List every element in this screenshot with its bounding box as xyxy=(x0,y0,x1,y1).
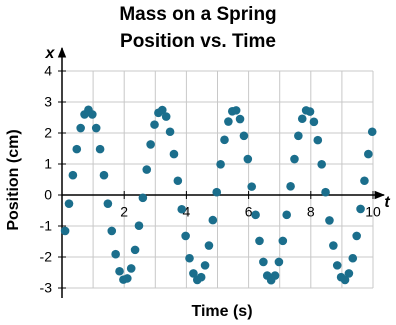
data-point xyxy=(364,149,373,159)
data-point xyxy=(142,165,152,174)
data-point xyxy=(247,182,257,191)
y-axis-label: Position (cm) xyxy=(5,129,22,230)
data-point xyxy=(123,274,132,283)
data-point xyxy=(286,182,295,191)
x-axis-symbol: t xyxy=(384,194,390,211)
x-tick-label: 6 xyxy=(245,204,253,220)
x-tick-label: 2 xyxy=(120,204,128,220)
data-point xyxy=(231,106,241,115)
data-point xyxy=(274,257,284,267)
data-point xyxy=(99,170,109,180)
data-point xyxy=(161,112,171,121)
y-tick-label: 0 xyxy=(44,187,52,203)
data-point xyxy=(270,271,280,280)
data-point xyxy=(138,193,148,203)
data-point xyxy=(177,204,187,214)
data-point xyxy=(88,110,97,119)
data-point xyxy=(130,245,140,255)
data-point xyxy=(290,154,299,164)
data-point xyxy=(297,114,307,124)
chart-title: Mass on a Spring xyxy=(119,4,276,25)
data-point xyxy=(189,269,198,278)
grid xyxy=(62,70,374,289)
data-point xyxy=(352,231,361,241)
data-point xyxy=(146,140,155,149)
data-point xyxy=(72,144,82,154)
data-point xyxy=(356,204,365,214)
data-point xyxy=(344,269,354,278)
data-point xyxy=(200,261,210,270)
data-point xyxy=(185,253,194,263)
data-point xyxy=(360,176,369,186)
x-axis-label: Time (s) xyxy=(191,303,252,320)
data-point xyxy=(367,127,377,137)
data-point xyxy=(107,226,117,236)
data-point xyxy=(309,117,319,127)
data-point xyxy=(95,144,105,154)
data-point xyxy=(111,249,120,259)
data-point xyxy=(169,149,179,159)
data-point xyxy=(181,231,190,241)
y-tick-label: 1 xyxy=(44,156,52,172)
data-point xyxy=(76,123,85,133)
x-tick-label: 8 xyxy=(307,204,315,220)
data-point xyxy=(329,241,338,250)
data-point xyxy=(216,160,225,169)
data-point xyxy=(259,257,268,267)
data-point xyxy=(321,187,330,197)
data-point xyxy=(60,226,70,236)
data-point xyxy=(208,215,218,225)
y-tick-label: -3 xyxy=(40,280,53,296)
data-point xyxy=(224,117,233,126)
data-point xyxy=(239,131,249,141)
chart-subtitle: Position vs. Time xyxy=(120,31,276,52)
data-point xyxy=(134,221,144,230)
data-point xyxy=(91,123,101,133)
y-tick-label: -1 xyxy=(40,218,53,234)
x-tick-label: 10 xyxy=(365,204,381,220)
data-point xyxy=(305,107,315,116)
data-point xyxy=(313,135,323,145)
data-point xyxy=(115,266,124,276)
data-point xyxy=(196,272,206,282)
y-tick-label: 2 xyxy=(44,125,52,141)
data-point xyxy=(325,216,334,225)
data-point xyxy=(165,127,175,137)
y-tick-label: 4 xyxy=(44,63,52,79)
y-axis-symbol: x xyxy=(45,45,56,62)
data-point xyxy=(103,199,113,208)
data-point xyxy=(157,105,167,115)
data-point xyxy=(220,135,229,145)
data-point xyxy=(251,210,260,220)
data-point xyxy=(340,275,350,285)
data-point xyxy=(212,187,222,197)
x-tick-label: 4 xyxy=(183,204,191,220)
data-point xyxy=(255,236,264,246)
data-point xyxy=(348,253,358,263)
data-point xyxy=(278,236,288,246)
data-point xyxy=(64,199,74,208)
data-point xyxy=(204,241,214,250)
data-point xyxy=(294,131,303,141)
data-point xyxy=(282,210,291,220)
data-point xyxy=(68,170,78,180)
data-point xyxy=(235,114,245,124)
data-point xyxy=(332,261,342,270)
y-tick-label: -2 xyxy=(40,249,53,265)
data-point xyxy=(243,154,253,164)
data-point xyxy=(317,160,326,169)
data-point xyxy=(173,176,183,186)
y-tick-label: 3 xyxy=(44,94,52,110)
data-point xyxy=(150,120,159,129)
data-point xyxy=(126,264,136,273)
